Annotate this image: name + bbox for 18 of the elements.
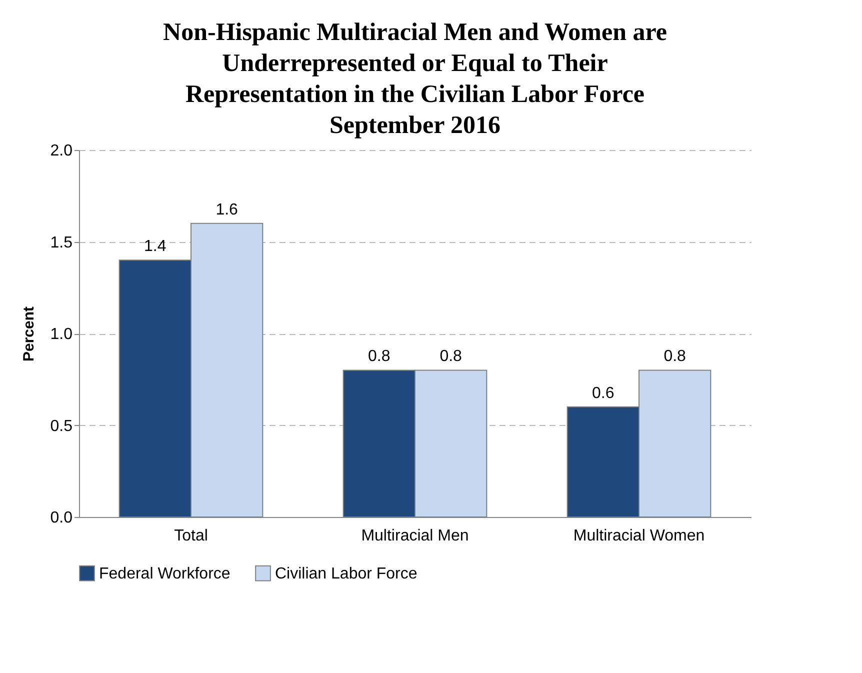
legend-label: Civilian Labor Force bbox=[275, 565, 418, 582]
y-tick-label: 0.5 bbox=[50, 418, 73, 435]
y-tick-label: 2.0 bbox=[50, 142, 73, 160]
x-tick-label: Multiracial Men bbox=[361, 528, 469, 544]
y-tick-label: 1.5 bbox=[50, 234, 73, 252]
y-tick-label: 1.0 bbox=[50, 326, 73, 343]
data-label: 0.8 bbox=[664, 348, 686, 366]
chart-title: Non-Hispanic Multiracial Men and Women are Underrepresented or Equal to Their Representation in the Civilian Labor Force September 2016 bbox=[163, 19, 667, 139]
data-label: 0.8 bbox=[440, 348, 462, 366]
x-tick-label: Total bbox=[174, 528, 208, 544]
legend-label: Federal Workforce bbox=[99, 565, 230, 582]
data-label: 0.8 bbox=[368, 348, 390, 366]
data-label: 0.6 bbox=[592, 384, 614, 402]
data-label: 1.4 bbox=[144, 238, 166, 256]
data-label: 1.6 bbox=[216, 201, 238, 218]
x-tick-label: Multiracial Women bbox=[573, 528, 705, 544]
y-tick-label: 0.0 bbox=[50, 510, 73, 526]
y-axis-title: Percent bbox=[20, 306, 38, 362]
